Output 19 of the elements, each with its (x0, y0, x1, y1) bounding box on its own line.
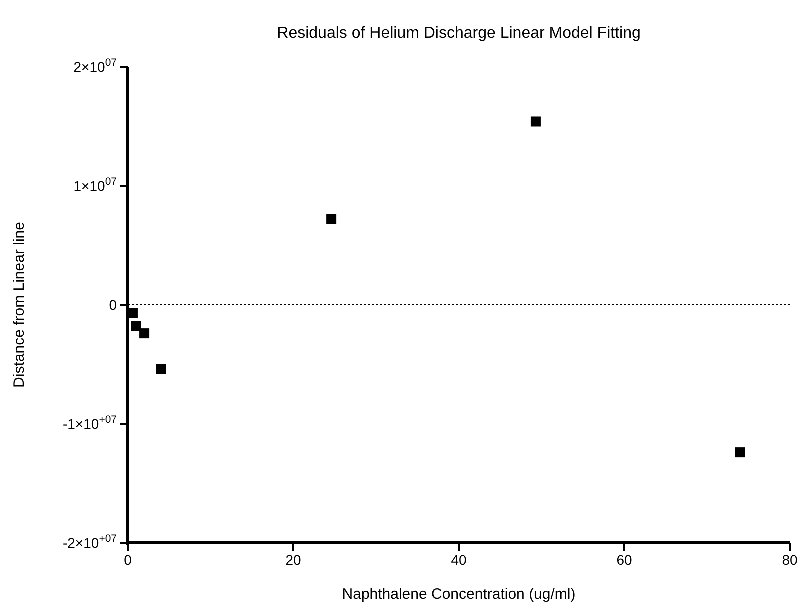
y-tick-label: -2×10$^{+07}$ (62, 532, 118, 551)
y-tick-label: -1×10$^{+07}$ (62, 414, 118, 432)
x-tick-label: 60 (616, 552, 632, 568)
point (156, 364, 166, 374)
y-tick-label: 2×10$^{07}$ (74, 56, 118, 75)
y-axis-title: Distance from Linear line (11, 222, 28, 388)
x-tick-label: 40 (451, 552, 467, 568)
x-tick-label: 80 (782, 552, 798, 568)
point (735, 448, 746, 458)
y-tick-label: 0 (109, 296, 118, 313)
point (530, 116, 541, 127)
x-axis-title: Naphthalene Concentration (ug/ml) (342, 586, 576, 603)
x-tick-label: 0 (124, 552, 132, 568)
point (131, 321, 142, 332)
y-tick-label: 1×10$^{07}$ (74, 176, 118, 194)
point (140, 328, 150, 339)
x-tick-label: 20 (286, 552, 302, 568)
point (326, 214, 337, 224)
chart-title: Residuals of Helium Discharge Linear Model Fitting (277, 25, 641, 42)
